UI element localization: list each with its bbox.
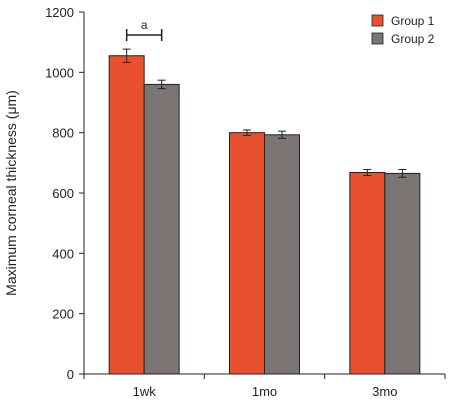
y-axis-title: Maximum corneal thickness (μm) — [3, 90, 19, 296]
y-tick-label: 1000 — [45, 65, 74, 80]
bar-group-2-1mo — [264, 134, 300, 375]
x-axis-ticks: 1wk 1mo 3mo — [83, 374, 446, 399]
significance-label: a — [141, 18, 148, 32]
legend: Group 1 Group 2 — [371, 14, 435, 46]
x-tick-label: 1wk — [133, 384, 157, 399]
bar-group-2-1wk — [143, 83, 180, 375]
bars — [108, 55, 421, 375]
y-tick-label: 200 — [52, 307, 74, 322]
y-tick-label: 800 — [52, 126, 74, 141]
annotations: a — [125, 18, 163, 41]
y-tick-label: 1200 — [45, 5, 74, 20]
bar-group-2-3mo — [384, 172, 421, 375]
error-bars — [122, 48, 407, 178]
y-axis-ticks: 0 200 400 600 800 1000 1200 — [45, 5, 84, 382]
legend-swatch — [371, 14, 384, 27]
x-tick-label: 3mo — [372, 384, 397, 399]
y-tick-label: 400 — [52, 246, 74, 261]
bar-group-1-3mo — [349, 171, 386, 375]
y-tick-label: 0 — [67, 367, 74, 382]
x-tick-label: 1mo — [252, 384, 277, 399]
legend-label: Group 1 — [391, 14, 435, 28]
legend-swatch — [371, 32, 384, 45]
y-tick-label: 600 — [52, 186, 74, 201]
legend-label: Group 2 — [391, 32, 435, 46]
bar-group-1-1wk — [108, 55, 145, 375]
bar-group-1-1mo — [229, 132, 265, 375]
